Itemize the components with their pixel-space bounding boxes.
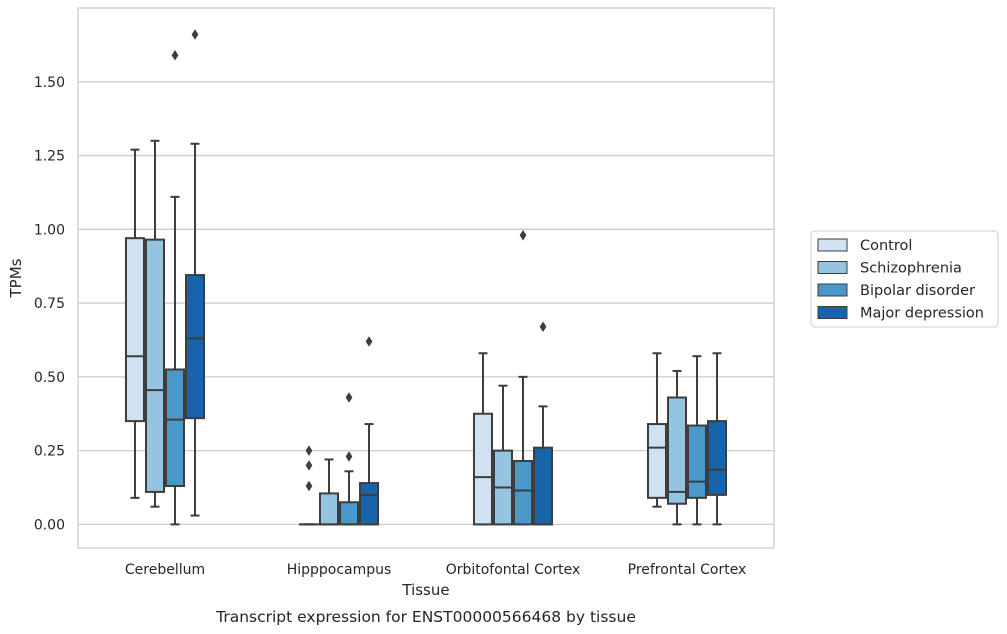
box xyxy=(646,423,667,499)
y-tick-label: 1.00 xyxy=(34,222,65,238)
y-tick-label: 0.00 xyxy=(34,517,65,533)
box-plot-2-3 xyxy=(533,321,554,526)
outlier-point xyxy=(191,29,199,40)
legend-swatch xyxy=(817,261,848,274)
box xyxy=(666,396,687,505)
chart-title: Transcript expression for ENST0000056646… xyxy=(215,608,636,626)
box-plot-2-1 xyxy=(492,384,513,526)
legend-swatch xyxy=(817,238,848,252)
outlier-point xyxy=(305,460,313,471)
box-plot-1-2 xyxy=(339,392,360,526)
outlier-point xyxy=(305,480,313,492)
box xyxy=(339,501,360,526)
y-tick-labels: 0.00 0.25 0.50 0.75 1.00 1.25 1.50 xyxy=(34,75,65,534)
outlier-point xyxy=(365,336,373,347)
legend-swatch xyxy=(817,283,848,297)
outlier-point xyxy=(171,49,179,61)
legend-label: Schizophrenia xyxy=(860,261,962,277)
y-axis-label: TPMs xyxy=(7,258,25,298)
box-plot-0-2 xyxy=(165,49,186,526)
y-tick-label: 0.75 xyxy=(34,296,65,312)
y-tick-label: 1.25 xyxy=(34,149,65,165)
box-plot-1-1 xyxy=(318,458,339,526)
box xyxy=(707,420,728,496)
legend-frame xyxy=(810,230,999,328)
box xyxy=(472,412,493,526)
box xyxy=(359,482,380,526)
outlier-point xyxy=(539,321,547,332)
box xyxy=(318,492,339,526)
box-plot-1-0 xyxy=(298,445,319,526)
box-plot-3-3 xyxy=(707,352,728,526)
box-plot-0-0 xyxy=(124,148,145,499)
box xyxy=(513,459,534,526)
box-plot-2-0 xyxy=(472,352,493,526)
box xyxy=(124,237,145,423)
outlier-point xyxy=(519,229,527,241)
box-plot-3-0 xyxy=(646,352,667,508)
outlier-point xyxy=(345,451,353,462)
box-plot-2-2 xyxy=(513,229,534,526)
legend-label: Bipolar disorder xyxy=(860,283,975,299)
plot-area-border xyxy=(77,7,775,549)
x-tick-label: Orbitofontal Cortex xyxy=(446,562,581,578)
x-axis-label: Tissue xyxy=(401,581,449,599)
box-plot-0-3 xyxy=(185,29,206,517)
box-plot-0-1 xyxy=(144,139,166,508)
x-tick-label: Prefrontal Cortex xyxy=(628,562,747,578)
legend: Control Schizophrenia Bipolar disorder Majo… xyxy=(810,230,999,328)
box xyxy=(144,238,166,493)
box-plot-3-2 xyxy=(687,355,708,526)
box xyxy=(533,446,554,526)
plot-boxes xyxy=(124,29,728,526)
y-tick-label: 0.25 xyxy=(34,444,65,460)
legend-label: Control xyxy=(860,238,912,254)
x-tick-label: Hipppocampus xyxy=(287,562,392,578)
legend-label: Major depression xyxy=(860,306,984,322)
box xyxy=(687,424,708,499)
box-plot-1-3 xyxy=(359,336,380,526)
box xyxy=(185,274,206,420)
box-plot-3-1 xyxy=(666,369,687,526)
outlier-point xyxy=(345,392,353,403)
y-tick-label: 0.50 xyxy=(34,370,65,386)
x-tick-label: Cerebellum xyxy=(125,562,205,578)
outlier-point xyxy=(305,445,313,456)
legend-swatch xyxy=(817,306,848,319)
legend-entries: Control Schizophrenia Bipolar disorder Majo… xyxy=(817,238,984,322)
box xyxy=(165,368,186,488)
x-tick-labels: Cerebellum Hipppocampus Orbitofontal Corte… xyxy=(125,562,746,578)
y-tick-label: 1.50 xyxy=(34,75,65,91)
